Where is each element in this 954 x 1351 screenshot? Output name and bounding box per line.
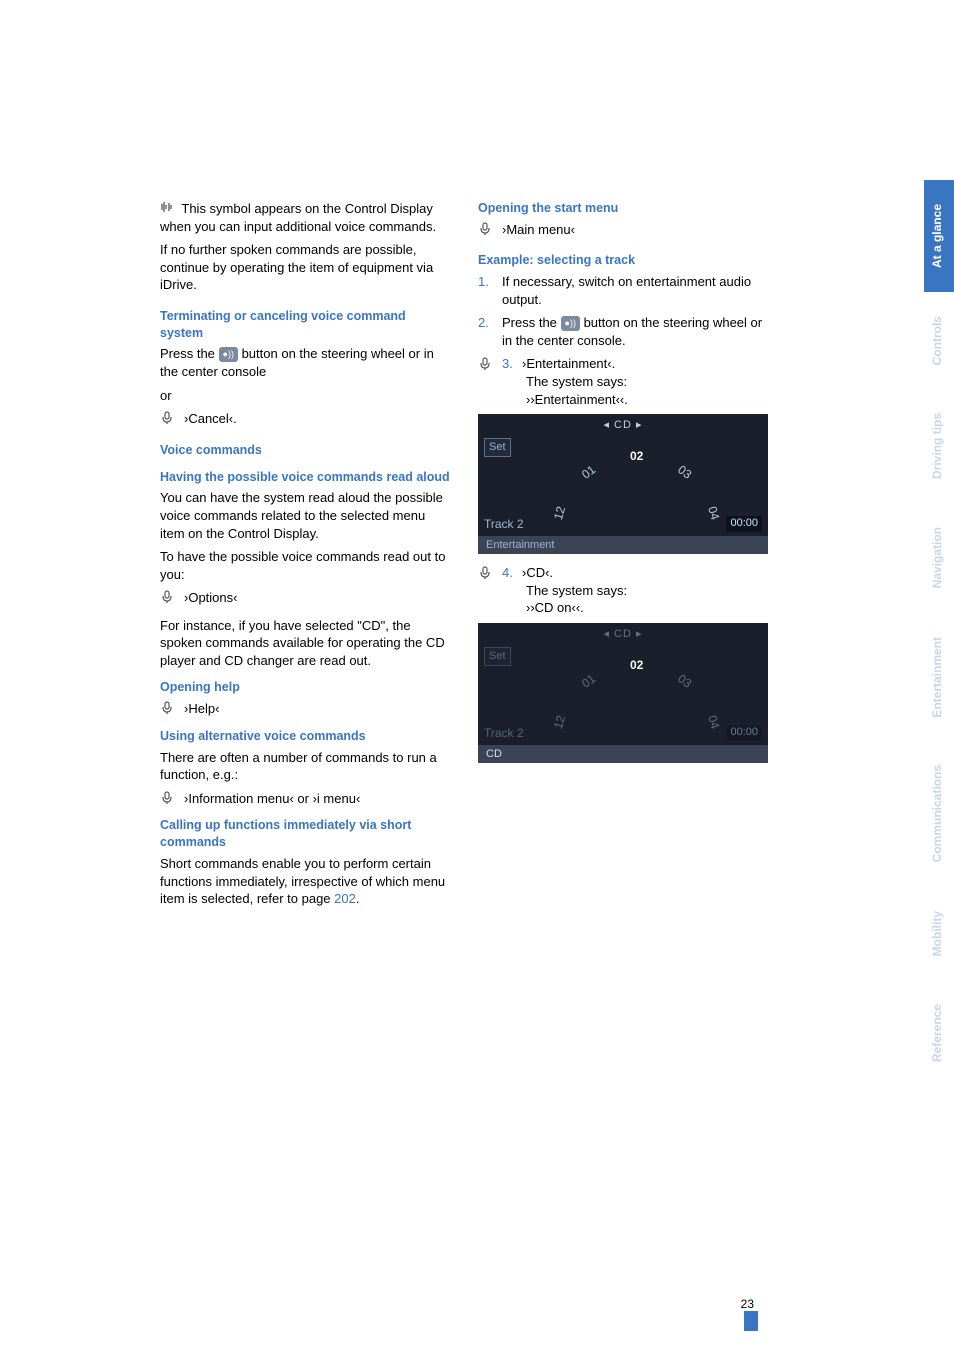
side-tab-controls[interactable]: Controls	[924, 292, 954, 389]
track-row: Track 2 00:00	[484, 725, 762, 741]
side-tab-entertainment[interactable]: Entertainment	[924, 613, 954, 742]
arc-tick: 02	[630, 657, 643, 673]
side-tab-reference[interactable]: Reference	[924, 980, 954, 1086]
step-3-content: 3.›Entertainment‹. The system says: ››En…	[502, 355, 628, 408]
voice-button-icon: ●))	[561, 316, 580, 330]
info-menu-command-row: ›Information menu‹ or ›i menu‹	[160, 790, 450, 808]
step-number: 3.	[502, 355, 522, 373]
step-2-text: Press the ●)) button on the steering whe…	[502, 314, 768, 349]
step-4-says: The system says:	[502, 582, 627, 600]
idrive-screenshot-cd: ◂ CD ▸ Set 11120102030405 Track 2 00:00 …	[478, 623, 768, 763]
symbol-text: This symbol appears on the Control Displ…	[160, 201, 436, 234]
step-2: 2. Press the ●)) button on the steering …	[478, 314, 768, 349]
track-row: Track 2 00:00	[484, 516, 762, 532]
screenshot-top-label: ◂ CD ▸	[478, 627, 768, 642]
mic-icon	[160, 700, 178, 714]
short-cmd-before: Short commands enable you to perform cer…	[160, 856, 445, 906]
two-column-layout: This symbol appears on the Control Displ…	[160, 200, 894, 914]
page-number: 23	[741, 1297, 754, 1311]
mic-icon	[160, 790, 178, 804]
terminating-heading: Terminating or canceling voice command s…	[160, 308, 450, 342]
mic-icon	[478, 565, 496, 579]
track-label: Track 2	[484, 725, 524, 741]
track-time: 00:00	[726, 516, 762, 532]
for-instance-text: For instance, if you have selected "CD",…	[160, 617, 450, 670]
idrive-screenshot-entertainment: ◂ CD ▸ Set 11120102030405 Track 2 00:00 …	[478, 414, 768, 554]
alt-voice-para: There are often a number of commands to …	[160, 749, 450, 784]
step-4-cmd: ›CD‹.	[522, 565, 553, 580]
step-number: 2.	[478, 314, 494, 349]
or-text: or	[160, 387, 450, 405]
step-3-reply: ››Entertainment‹‹.	[502, 391, 628, 409]
side-tab-driving-tips[interactable]: Driving tips	[924, 389, 954, 503]
step-1: 1. If necessary, switch on entertainment…	[478, 273, 768, 308]
mic-icon	[478, 221, 496, 235]
page-number-bar	[744, 1311, 758, 1331]
screenshot-footer: CD	[478, 745, 768, 763]
short-cmd-after: .	[356, 891, 360, 906]
short-commands-para: Short commands enable you to perform cer…	[160, 855, 450, 908]
press-before: Press the	[160, 346, 219, 361]
step-3-cmd: ›Entertainment‹.	[522, 356, 615, 371]
info-menu-command-text: ›Information menu‹ or ›i menu‹	[184, 790, 360, 808]
track-label: Track 2	[484, 516, 524, 532]
arc-tick: 01	[579, 462, 599, 483]
arc-dial: 11120102030405	[528, 645, 748, 725]
arc-dial: 11120102030405	[528, 436, 748, 516]
press-button-para: Press the ●)) button on the steering whe…	[160, 345, 450, 380]
opening-start-heading: Opening the start menu	[478, 200, 768, 217]
options-command-text: ›Options‹	[184, 589, 237, 607]
side-tab-at-a-glance[interactable]: At a glance	[924, 180, 954, 292]
step-number: 1.	[478, 273, 494, 308]
right-column: Opening the start menu ›Main menu‹ Examp…	[478, 200, 768, 914]
help-command-row: ›Help‹	[160, 700, 450, 718]
step-1-text: If necessary, switch on entertainment au…	[502, 273, 768, 308]
opening-help-heading: Opening help	[160, 679, 450, 696]
step-4-reply: ››CD on‹‹.	[502, 599, 627, 617]
screenshot-footer: Entertainment	[478, 536, 768, 554]
set-button: Set	[484, 647, 511, 666]
step-3-row: 3.›Entertainment‹. The system says: ››En…	[478, 355, 768, 408]
set-button: Set	[484, 438, 511, 457]
mic-icon	[478, 356, 496, 370]
track-time: 00:00	[726, 725, 762, 741]
options-command-row: ›Options‹	[160, 589, 450, 607]
voice-button-icon: ●))	[219, 347, 238, 361]
main-menu-command-text: ›Main menu‹	[502, 221, 575, 239]
step-4-content: 4.›CD‹. The system says: ››CD on‹‹.	[502, 564, 627, 617]
step-4-row: 4.›CD‹. The system says: ››CD on‹‹.	[478, 564, 768, 617]
cancel-command-text: ›Cancel‹.	[184, 410, 237, 428]
read-aloud-p1: You can have the system read aloud the p…	[160, 489, 450, 542]
screenshot-top-label: ◂ CD ▸	[478, 418, 768, 433]
cancel-command-row: ›Cancel‹.	[160, 410, 450, 428]
read-aloud-p2: To have the possible voice commands read…	[160, 548, 450, 583]
mic-icon	[160, 410, 178, 424]
page-link[interactable]: 202	[334, 891, 356, 906]
arc-tick: 03	[674, 462, 694, 483]
page: This symbol appears on the Control Displ…	[0, 0, 954, 1351]
example-steps: 1. If necessary, switch on entertainment…	[478, 273, 768, 349]
symbol-paragraph: This symbol appears on the Control Displ…	[160, 200, 450, 235]
main-menu-command-row: ›Main menu‹	[478, 221, 768, 239]
arc-tick: 02	[630, 448, 643, 464]
left-column: This symbol appears on the Control Displ…	[160, 200, 450, 914]
step-number: 4.	[502, 564, 522, 582]
step-3-says: The system says:	[502, 373, 628, 391]
help-command-text: ›Help‹	[184, 700, 219, 718]
voice-commands-heading: Voice commands	[160, 442, 450, 459]
side-tabs: At a glanceControlsDriving tipsNavigatio…	[924, 180, 954, 1086]
read-aloud-heading: Having the possible voice commands read …	[160, 469, 450, 486]
side-tab-communications[interactable]: Communications	[924, 741, 954, 886]
side-tab-navigation[interactable]: Navigation	[924, 503, 954, 612]
voice-waiting-icon	[160, 201, 178, 213]
no-further-text: If no further spoken commands are possib…	[160, 241, 450, 294]
side-tab-mobility[interactable]: Mobility	[924, 887, 954, 980]
example-heading: Example: selecting a track	[478, 252, 768, 269]
alt-voice-heading: Using alternative voice commands	[160, 728, 450, 745]
mic-icon	[160, 589, 178, 603]
arc-tick: 03	[674, 670, 694, 691]
arc-tick: 01	[579, 670, 599, 691]
short-commands-heading: Calling up functions immediately via sho…	[160, 817, 450, 851]
